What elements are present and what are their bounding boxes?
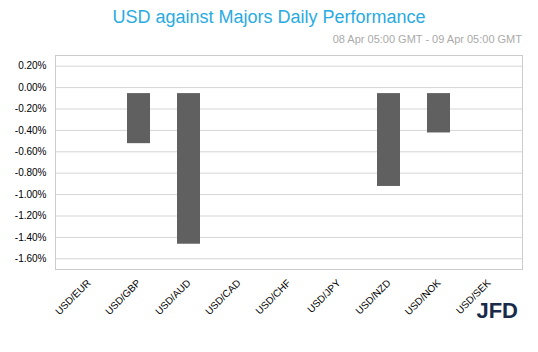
svg-text:USD/CHF: USD/CHF bbox=[253, 277, 292, 316]
svg-text:0.00%: 0.00% bbox=[18, 82, 46, 93]
svg-text:-1.20%: -1.20% bbox=[15, 210, 47, 221]
svg-text:USD/CAD: USD/CAD bbox=[203, 277, 243, 317]
svg-text:USD/JPY: USD/JPY bbox=[305, 277, 343, 315]
svg-text:-1.00%: -1.00% bbox=[15, 189, 47, 200]
svg-text:-0.40%: -0.40% bbox=[15, 125, 47, 136]
svg-text:-0.60%: -0.60% bbox=[15, 146, 47, 157]
svg-text:USD/NZD: USD/NZD bbox=[353, 277, 392, 316]
svg-text:0.20%: 0.20% bbox=[18, 60, 46, 71]
svg-text:-0.80%: -0.80% bbox=[15, 167, 47, 178]
svg-text:USD/NOK: USD/NOK bbox=[403, 277, 443, 317]
svg-text:USD/EUR: USD/EUR bbox=[53, 277, 93, 317]
svg-text:USD/GBP: USD/GBP bbox=[103, 277, 143, 317]
svg-text:-1.40%: -1.40% bbox=[15, 232, 47, 243]
svg-text:-0.20%: -0.20% bbox=[15, 103, 47, 114]
svg-text:-1.60%: -1.60% bbox=[15, 253, 47, 264]
svg-text:USD/AUD: USD/AUD bbox=[153, 277, 193, 317]
